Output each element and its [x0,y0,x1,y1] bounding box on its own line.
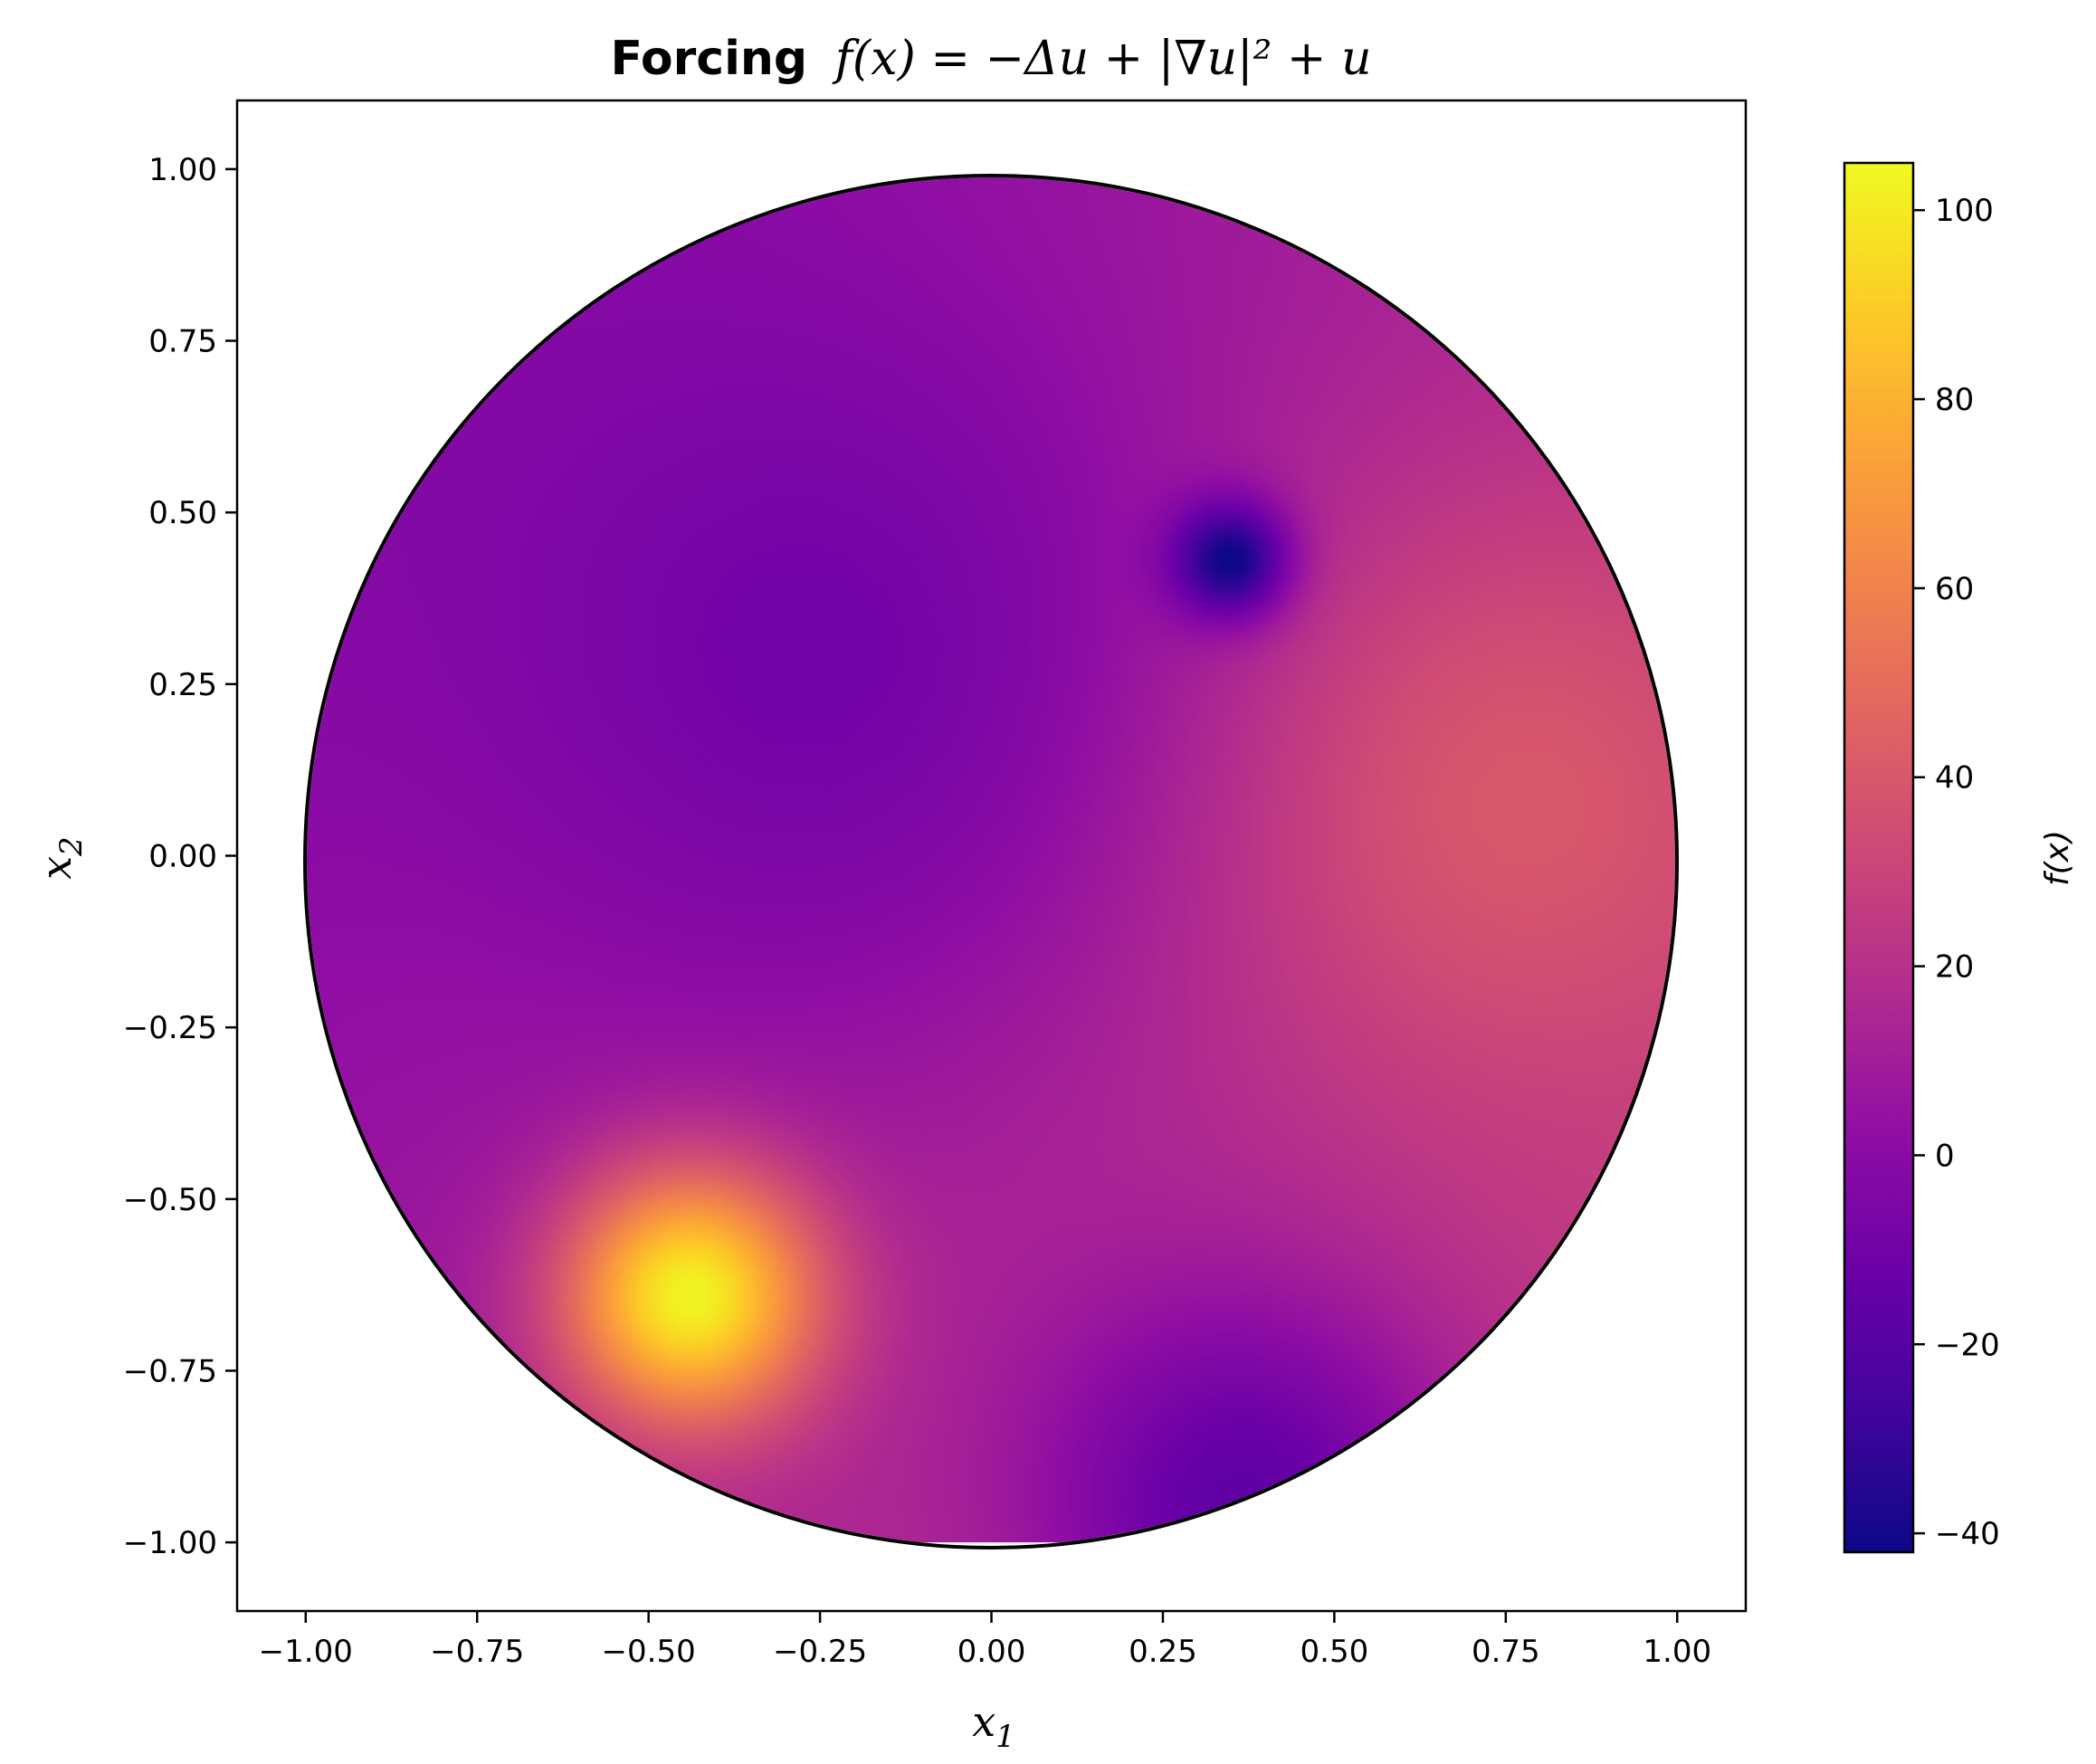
y-axis-ticks: −1.00 −0.75 −0.50 −0.25 0.00 0.25 0.50 0.75 1.00 [123,152,237,1561]
chart-title-formula: f(x) = −Δu + |∇u|² + u [832,32,1372,86]
colorbar-tick-label: 80 [1935,382,1974,418]
y-tick-label: −0.75 [123,1353,217,1389]
x-tick-label: 1.00 [1643,1634,1711,1670]
x-tick-label: −1.00 [259,1634,353,1670]
colorbar-tick-label: 20 [1935,949,1974,986]
colorbar [1843,161,1915,1554]
domain-boundary [303,174,1679,1549]
y-tick-label: 0.50 [148,495,217,531]
heatmap-image [307,177,1675,1543]
chart-title-bold: Forcing [610,32,807,86]
y-tick-label: −1.00 [123,1525,217,1561]
y-axis-label: x2 [32,836,90,880]
x-tick-label: 0.25 [1129,1634,1197,1670]
y-tick-label: 1.00 [148,152,217,188]
y-axis-label-base: x [32,856,81,880]
y-tick-label: 0.25 [148,667,217,703]
colorbar-tick-label: 0 [1935,1138,1955,1174]
x-axis-label-sub: 1 [996,1719,1015,1755]
heatmap-disk [307,177,1675,1543]
colorbar-tick-label: 100 [1935,193,1994,229]
y-tick-label: 0.00 [148,839,217,875]
x-tick-label: 0.50 [1300,1634,1369,1670]
colorbar-tick-label: −40 [1935,1516,2000,1552]
x-tick-label: −0.25 [773,1634,867,1670]
x-axis-label: x1 [972,1697,1015,1755]
colorbar-label: f(x) [2039,830,2076,886]
colorbar-tick-label: 60 [1935,571,1974,607]
colorbar-tick-label: −20 [1935,1327,2000,1363]
y-tick-label: −0.25 [123,1010,217,1046]
x-axis-label-base: x [972,1697,996,1746]
x-tick-label: −0.50 [602,1634,696,1670]
chart-title: Forcing f(x) = −Δu + |∇u|² + u [610,32,1371,86]
colorbar-tick-label: 40 [1935,760,1974,796]
y-axis-label-sub: 2 [53,836,90,857]
x-tick-label: 0.00 [957,1634,1026,1670]
x-tick-label: −0.75 [430,1634,524,1670]
y-tick-label: −0.50 [123,1182,217,1218]
x-axis-ticks: −1.00 −0.75 −0.50 −0.25 0.00 0.25 0.50 0.75 1.00 [259,1611,1711,1670]
x-tick-label: 0.75 [1472,1634,1540,1670]
colorbar-ticks: −40 −20 0 20 40 60 80 100 [1913,193,2000,1552]
y-tick-label: 0.75 [148,324,217,360]
